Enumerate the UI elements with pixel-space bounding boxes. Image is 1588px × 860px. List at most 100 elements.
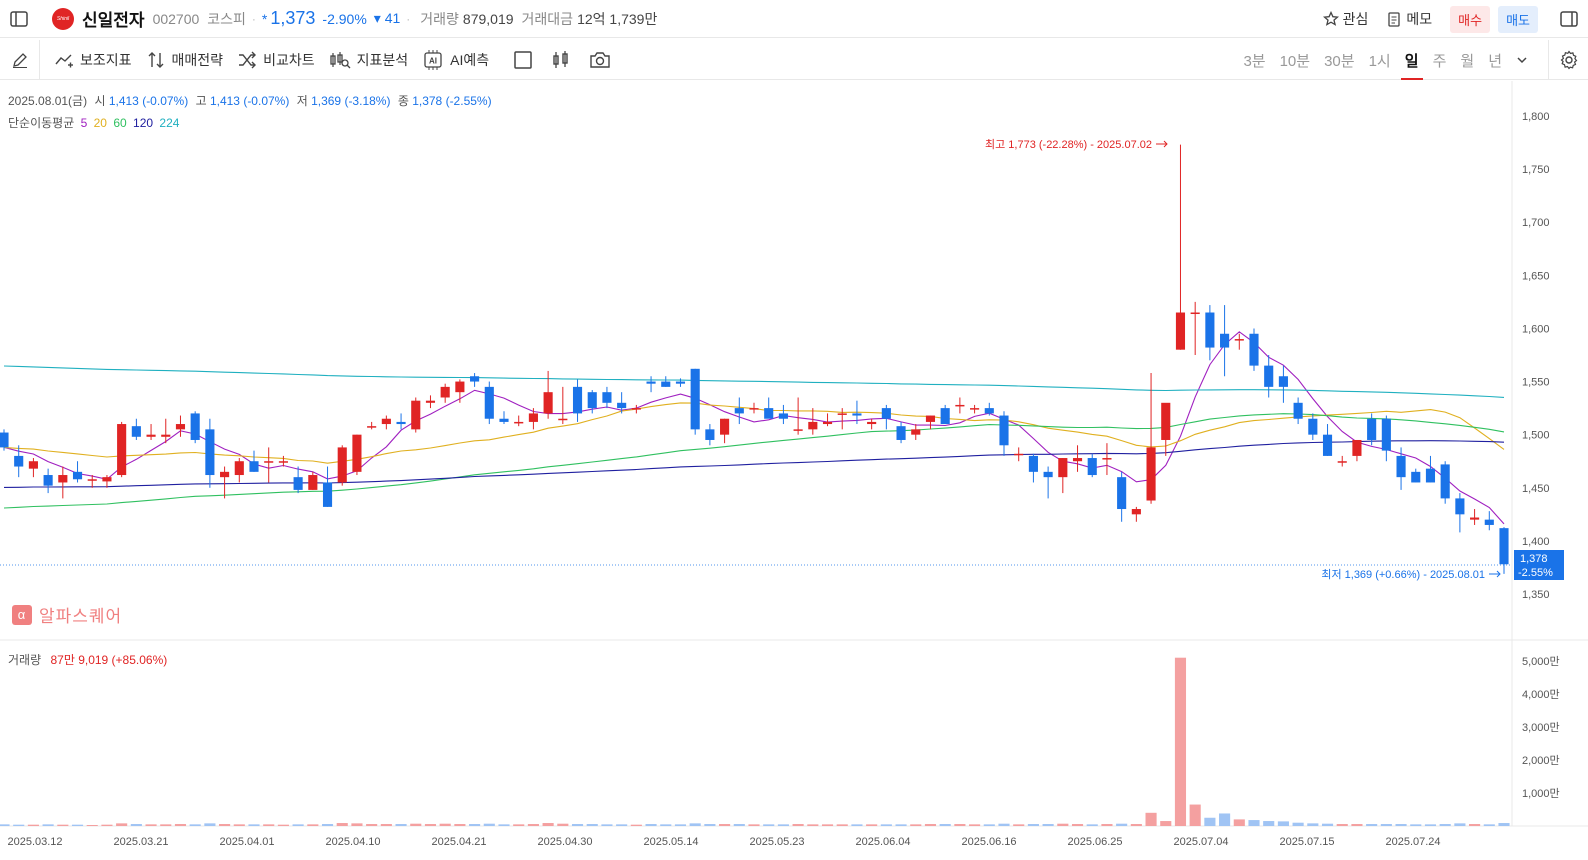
volume-bar (13, 824, 25, 826)
volume-bar (174, 824, 187, 826)
buy-button[interactable]: 매수 (1450, 5, 1491, 33)
price-tick-label: 1,600 (1522, 323, 1550, 335)
sell-button[interactable]: 매도 (1498, 5, 1538, 33)
gear-icon[interactable] (1548, 40, 1588, 80)
volume-bar (1027, 824, 1039, 826)
volume-bar (630, 824, 642, 826)
volume-info-label: 거래량 (8, 653, 42, 667)
volume-bar (233, 824, 245, 826)
compare-button[interactable]: 비교차트 (237, 50, 315, 70)
candle-body (87, 479, 97, 481)
period-week[interactable]: 주 (1432, 52, 1447, 70)
candle-body (764, 408, 774, 419)
volume-bar (454, 824, 466, 826)
period-selector: 3분 10분 30분 1시 일 주 월 년 (1229, 40, 1528, 80)
candle-body (528, 413, 538, 422)
volume-bar (1101, 824, 1113, 826)
camera-icon[interactable] (589, 50, 611, 70)
date-tick-label: 2025.03.21 (113, 836, 168, 848)
indicators-label: 보조지표 (80, 51, 132, 68)
analysis-button[interactable]: 지표분석 (329, 50, 409, 70)
candle-body (1175, 312, 1186, 350)
low-arrow-icon (1489, 570, 1501, 578)
shuffle-icon (239, 51, 257, 68)
candle-body (1087, 458, 1097, 476)
candle-body (499, 418, 509, 422)
candle-body (175, 424, 186, 430)
period-day[interactable]: 일 (1400, 40, 1423, 80)
price-tick-label: 1,350 (1522, 589, 1550, 601)
candle-body (234, 461, 244, 476)
period-1hour[interactable]: 1시 (1368, 52, 1391, 70)
candle-body (1381, 418, 1391, 451)
volume-bar (1469, 824, 1481, 826)
volume-bar (27, 824, 39, 826)
candle-body (322, 482, 333, 507)
period-10min[interactable]: 10분 (1279, 52, 1311, 70)
candle-body (117, 424, 127, 476)
candlestick-icon[interactable] (551, 50, 571, 70)
indicators-button[interactable]: 보조지표 (54, 50, 132, 70)
square-icon[interactable] (513, 50, 533, 70)
candle-body (470, 376, 480, 382)
candle-body (484, 386, 494, 419)
volume-bar (1395, 824, 1407, 826)
volume-bar (880, 824, 892, 826)
candle-body (28, 461, 38, 469)
ai-predict-button[interactable]: AI AI예측 (422, 49, 489, 70)
ma-legend[interactable]: 단순이동평균 5 20 60 120 224 (8, 114, 179, 131)
volume-bar (1248, 820, 1260, 826)
price-tick-label: 1,500 (1522, 430, 1550, 442)
analysis-label: 지표분석 (356, 51, 409, 68)
volume-bar (763, 824, 775, 826)
candle-body (0, 432, 9, 448)
volume-bar (351, 823, 363, 826)
period-30min[interactable]: 30분 (1324, 52, 1355, 70)
strategy-button[interactable]: 매매전략 (146, 50, 223, 70)
volume-tick-label: 5,000만 (1522, 655, 1560, 668)
watchlist-button[interactable]: 관심 (1322, 9, 1368, 29)
date-tick-label: 2025.05.14 (643, 836, 698, 848)
chevron-down-icon[interactable] (1516, 40, 1528, 80)
candle-body (131, 426, 141, 437)
volume-bar (1483, 824, 1495, 826)
memo-icon (1388, 12, 1401, 27)
candle-body (661, 381, 671, 387)
volume-bar (924, 824, 937, 826)
period-3min[interactable]: 3분 (1243, 52, 1266, 70)
volume-axis: 5,000만 4,000만 3,000만 2,000만 1,000만 (1522, 655, 1560, 800)
candle-body (293, 477, 303, 490)
period-year[interactable]: 년 (1488, 52, 1502, 70)
volume-bar (395, 824, 407, 826)
volume-bar (1366, 824, 1378, 826)
volume-bar (557, 823, 569, 826)
candle-body (1234, 339, 1244, 341)
volume-bar (792, 824, 804, 826)
candle-body (705, 429, 715, 440)
volume-bar (527, 824, 539, 826)
sidebar-toggle-icon[interactable] (0, 0, 38, 38)
drawing-pencil-icon[interactable] (0, 39, 40, 80)
volume-tick-label: 2,000만 (1522, 754, 1560, 767)
stock-name[interactable]: 신일전자 (82, 11, 145, 30)
volume-bar (895, 824, 907, 826)
period-month[interactable]: 월 (1460, 52, 1475, 70)
volume-bar (733, 824, 745, 826)
volume-bar (1057, 823, 1069, 826)
price-tick-label: 1,700 (1522, 217, 1550, 229)
candle-body (1043, 471, 1053, 478)
candle-body (1102, 458, 1112, 460)
candle-body (220, 471, 230, 478)
candle-body (352, 434, 362, 472)
right-panel-toggle-icon[interactable] (1550, 0, 1588, 38)
candle-body (190, 413, 200, 440)
candle-body (1322, 434, 1333, 456)
price-tick-label: 1,800 (1522, 111, 1550, 123)
close-value: 1,378 (-2.55%) (412, 94, 492, 108)
candle-body (1205, 312, 1215, 348)
candle-body (1367, 418, 1377, 440)
star-icon (1322, 11, 1339, 26)
volume-bar (645, 824, 657, 826)
memo-button[interactable]: 메모 (1386, 9, 1432, 29)
